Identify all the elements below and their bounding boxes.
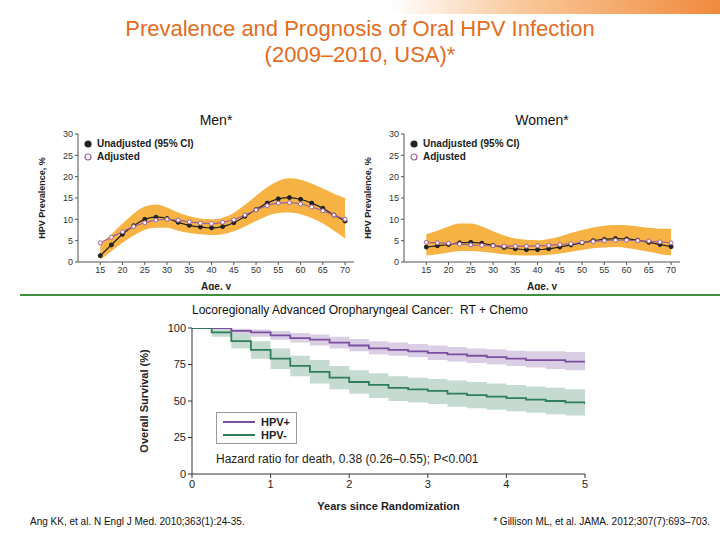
html-text:Prevalence and Prognosis of Or: Prevalence and Prognosis of Oral HPV Inf… [125,16,595,67]
svg-text:30: 30 [488,265,498,275]
svg-text:30: 30 [162,265,172,275]
svg-text:20: 20 [63,172,73,182]
svg-text:10: 10 [389,215,399,225]
svg-text:65: 65 [644,265,654,275]
svg-text:25: 25 [466,265,476,275]
svg-text:HPV Prevalence, %: HPV Prevalence, % [37,157,47,239]
svg-text:45: 45 [229,265,239,275]
svg-text:30: 30 [389,129,399,139]
svg-text:15: 15 [389,193,399,203]
svg-text:3: 3 [425,478,431,490]
svg-text:20: 20 [444,265,454,275]
html-text:Adjusted: Adjusted [423,151,466,162]
html-text:Locoregionally Advanced Oropha: Locoregionally Advanced Oropharyngeal Ca… [192,303,528,317]
svg-text:50: 50 [251,265,261,275]
svg-text:Age, y: Age, y [201,281,231,290]
svg-text:15: 15 [63,193,73,203]
svg-text:40: 40 [207,265,217,275]
html-text:Ang KK, et al. N Engl J Med. 2: Ang KK, et al. N Engl J Med. 2010;363(1)… [30,516,245,527]
svg-text:35: 35 [184,265,194,275]
svg-text:Years since Randomization: Years since Randomization [317,500,460,510]
svg-text:35: 35 [510,265,520,275]
svg-text:70: 70 [666,265,676,275]
svg-text:20: 20 [389,172,399,182]
svg-text:10: 10 [63,215,73,225]
svg-text:65: 65 [318,265,328,275]
svg-text:60: 60 [296,265,306,275]
svg-text:55: 55 [273,265,283,275]
html-text:Hazard ratio for death, 0.38 (: Hazard ratio for death, 0.38 (0.26–0.55)… [216,452,479,466]
svg-text:2: 2 [346,478,352,490]
svg-text:0: 0 [68,257,73,267]
svg-text:1: 1 [268,478,274,490]
svg-text:15: 15 [421,265,431,275]
html-text:HPV+: HPV+ [261,415,290,428]
html-text:* Gillison ML, et al. JAMA. 20: * Gillison ML, et al. JAMA. 2012;307(7):… [493,516,710,527]
svg-text:40: 40 [533,265,543,275]
svg-text:100: 100 [168,322,186,334]
svg-text:0: 0 [189,478,195,490]
svg-text:0: 0 [180,468,186,480]
svg-text:30: 30 [63,129,73,139]
html-text:Adjusted: Adjusted [97,151,140,162]
svg-text:0: 0 [394,257,399,267]
svg-text:Overall Survival (%): Overall Survival (%) [140,349,150,453]
svg-text:55: 55 [599,265,609,275]
svg-text:75: 75 [174,358,186,370]
svg-text:50: 50 [174,395,186,407]
html-text:Women*: Women* [515,112,569,128]
svg-text:25: 25 [389,151,399,161]
svg-text:5: 5 [582,478,588,490]
svg-text:50: 50 [577,265,587,275]
svg-text:15: 15 [95,265,105,275]
svg-text:25: 25 [140,265,150,275]
svg-text:Age, y: Age, y [527,281,557,290]
svg-text:5: 5 [394,236,399,246]
svg-text:5: 5 [68,236,73,246]
svg-text:25: 25 [63,151,73,161]
svg-text:70: 70 [340,265,350,275]
svg-text:60: 60 [622,265,632,275]
svg-text:HPV Prevalence, %: HPV Prevalence, % [363,157,373,239]
svg-text:4: 4 [503,478,509,490]
svg-text:25: 25 [174,431,186,443]
html-text:Unadjusted (95% CI): Unadjusted (95% CI) [423,138,520,149]
html-text:Men*: Men* [199,112,233,128]
svg-text:45: 45 [555,265,565,275]
html-text:HPV-: HPV- [261,428,287,441]
html-text:Unadjusted (95% CI): Unadjusted (95% CI) [97,138,194,149]
svg-text:20: 20 [118,265,128,275]
